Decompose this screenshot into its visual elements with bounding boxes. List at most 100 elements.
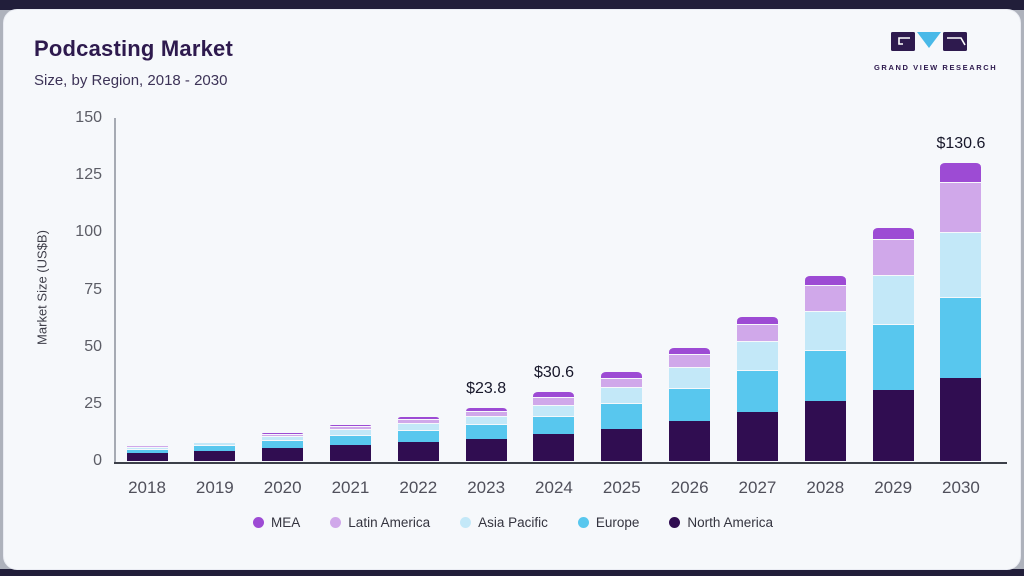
y-axis-line — [114, 118, 116, 462]
bar-segment-north-america — [194, 451, 236, 461]
bar-segment-asia-pacific — [397, 423, 439, 430]
bar-segment-asia-pacific — [669, 366, 711, 389]
legend-label: Latin America — [348, 515, 431, 530]
bar-segment-asia-pacific — [940, 231, 982, 298]
bar-segment-asia-pacific — [126, 446, 168, 449]
legend-label: Asia Pacific — [478, 515, 548, 530]
bar-segment-latin-america — [940, 182, 982, 232]
bar-segment-north-america — [126, 453, 168, 461]
bar-segment-mea — [533, 391, 575, 397]
legend-dot-icon — [577, 517, 589, 528]
bar-segment-north-america — [397, 442, 439, 461]
x-axis-label: 2024 — [535, 478, 573, 497]
bar-segment-north-america — [872, 389, 914, 461]
bar-segment-mea — [669, 346, 711, 354]
x-axis-label: 2020 — [263, 478, 302, 497]
bar-segment-latin-america — [533, 396, 575, 405]
x-axis-label: 2027 — [738, 478, 777, 497]
bar-segment-mea — [601, 370, 643, 378]
legend-dot-icon — [330, 517, 342, 528]
legend-item-latin-america: Latin America — [330, 515, 430, 530]
bar-segment-latin-america — [804, 284, 846, 312]
gvr-logo-icon — [891, 32, 967, 51]
bar-value-label: $130.6 — [936, 135, 986, 153]
legend-item-europe: Europe — [577, 515, 639, 530]
bar-segment-europe — [804, 349, 846, 402]
y-axis-tick: 0 — [93, 452, 102, 469]
bar-segment-asia-pacific — [872, 274, 914, 324]
bar-segment-europe — [601, 403, 643, 429]
y-axis-tick: 125 — [75, 166, 102, 184]
bar-value-label: $30.6 — [533, 364, 574, 382]
chart-legend: MEA Latin America Asia Pacific Europe North … — [4, 515, 1022, 530]
legend-dot-icon — [669, 517, 681, 528]
bar-segment-mea — [397, 416, 439, 419]
bar-segment-latin-america — [601, 377, 643, 388]
bar-segment-europe — [533, 415, 575, 434]
bar-segment-latin-america — [872, 238, 914, 275]
legend-dot-icon — [253, 517, 265, 528]
bar-segment-mea — [329, 423, 371, 426]
bar-segment-europe — [669, 388, 711, 421]
bar-segment-europe — [940, 297, 982, 379]
legend-item-mea: MEA — [253, 515, 300, 530]
window-top-bar — [0, 0, 1024, 10]
window-bottom-bar — [0, 569, 1024, 576]
bar-segment-north-america — [329, 444, 371, 461]
x-axis-label: 2019 — [195, 478, 234, 497]
bar-segment-latin-america — [669, 353, 711, 367]
bar-segment-north-america — [736, 412, 778, 461]
chart-card: Podcasting Market Size, by Region, 2018 … — [3, 9, 1021, 570]
bar-segment-europe — [465, 424, 507, 439]
bar-segment-latin-america — [262, 433, 304, 437]
bar-segment-latin-america — [736, 323, 778, 341]
page-subtitle: Size, by Region, 2018 - 2030 — [34, 72, 228, 89]
stacked-bar-chart: Market Size (US$B) 0 25 50 75 100 125 150 2018 2… — [4, 10, 1022, 571]
grand-view-research-logo: GRAND VIEW RESEARCH — [874, 30, 998, 72]
legend-label: North America — [687, 515, 773, 530]
bar-segment-asia-pacific — [533, 404, 575, 416]
y-axis-tick: 75 — [84, 280, 102, 298]
x-axis-label: 2029 — [874, 478, 913, 497]
bar-segment-mea — [465, 406, 507, 411]
bar-segment-europe — [872, 323, 914, 390]
bar-segment-mea — [736, 315, 778, 324]
bar-segment-mea — [194, 439, 236, 441]
bar-segment-latin-america — [126, 445, 168, 447]
legend-item-asia-pacific: Asia Pacific — [460, 515, 548, 530]
legend-item-north-america: North America — [669, 515, 773, 530]
y-axis-tick: 150 — [75, 109, 102, 126]
bar-segment-latin-america — [194, 440, 236, 443]
x-axis-line — [114, 461, 1007, 464]
bar-segment-north-america — [533, 433, 575, 461]
bar-segment-asia-pacific — [194, 442, 236, 446]
legend-label: MEA — [271, 515, 301, 530]
x-axis-label: 2022 — [399, 478, 438, 497]
bar-segment-asia-pacific — [601, 387, 643, 404]
bar-segment-asia-pacific — [262, 436, 304, 441]
bar-segment-mea — [126, 444, 168, 446]
bar-segment-europe — [262, 440, 304, 449]
legend-dot-icon — [460, 517, 472, 528]
y-axis-tick: 100 — [75, 223, 102, 241]
bar-segment-north-america — [262, 448, 304, 461]
bar-segment-asia-pacific — [329, 429, 371, 435]
bar-segment-latin-america — [329, 426, 371, 430]
page-title: Podcasting Market — [34, 36, 234, 61]
bar-segment-north-america — [940, 378, 982, 461]
bar-segment-europe — [126, 448, 168, 454]
bar-segment-latin-america — [397, 418, 439, 424]
x-axis-label: 2026 — [670, 478, 709, 497]
y-axis-tick: 25 — [84, 394, 102, 412]
x-axis-label: 2025 — [602, 478, 641, 497]
x-axis-label: 2023 — [467, 478, 506, 497]
x-axis-label: 2018 — [128, 478, 166, 497]
bar-segment-north-america — [804, 401, 846, 461]
bar-segment-latin-america — [465, 410, 507, 416]
bar-segment-mea — [872, 226, 914, 239]
gvr-logo-text: GRAND VIEW RESEARCH — [874, 63, 998, 72]
bar-segment-europe — [397, 429, 439, 442]
bar-segment-north-america — [601, 428, 643, 461]
x-axis-label: 2028 — [806, 478, 845, 497]
bar-segment-europe — [329, 434, 371, 445]
